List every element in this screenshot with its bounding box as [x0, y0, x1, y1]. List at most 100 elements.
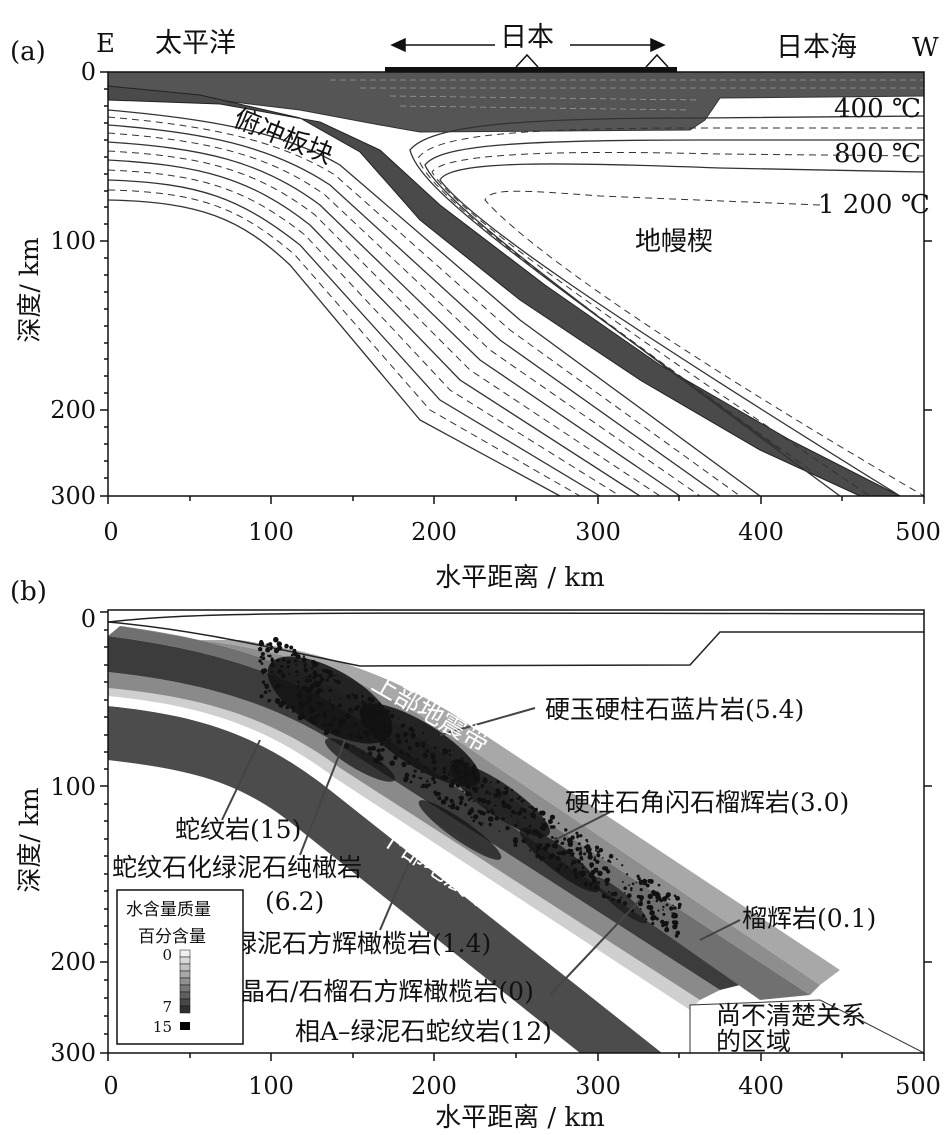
- earthquake-dot: [539, 855, 545, 861]
- earthquake-dot: [263, 683, 266, 687]
- earthquake-dot: [520, 799, 524, 803]
- earthquake-dot: [345, 713, 351, 719]
- earthquake-dot: [543, 857, 546, 860]
- earthquake-dot: [589, 862, 595, 868]
- earthquake-dot: [329, 723, 334, 727]
- panel-a: (a) E W 太平洋 日本 日本海 俯冲板块 地幔楔 400 ℃ 800 ℃ …: [10, 22, 941, 593]
- earthquake-dot: [523, 816, 527, 819]
- earthquake-dot: [485, 790, 489, 795]
- earthquake-dot: [397, 717, 400, 720]
- earthquake-dot: [543, 818, 546, 821]
- earthquake-dot: [368, 713, 375, 719]
- b-x-tick-500: 500: [895, 1072, 941, 1100]
- earthquake-dot: [484, 805, 487, 808]
- earthquake-dot: [596, 867, 598, 870]
- earthquake-dot: [441, 777, 444, 780]
- earthquake-dot: [601, 893, 607, 899]
- earthquake-dot: [267, 698, 272, 703]
- earthquake-dot: [273, 636, 279, 643]
- earthquake-dot: [609, 860, 612, 864]
- earthquake-dot: [357, 732, 360, 735]
- earthquake-dot: [638, 879, 644, 885]
- west-label: W: [912, 33, 939, 63]
- earthquake-dot: [550, 815, 554, 819]
- earthquake-dot: [494, 804, 497, 807]
- earthquake-dot: [498, 796, 501, 799]
- earthquake-dot: [672, 904, 674, 907]
- serp-chlorite-dunite-label: 蛇纹石化绿泥石纯橄岩: [112, 853, 362, 882]
- earthquake-dot: [472, 800, 475, 803]
- earthquake-dot: [447, 804, 450, 808]
- earthquake-dot: [476, 786, 479, 790]
- x-tick-400: 400: [738, 518, 784, 546]
- earthquake-dot: [565, 865, 568, 869]
- legend-color-bar: [179, 949, 191, 1030]
- y-tick-100: 100: [50, 227, 96, 255]
- earthquake-dot: [589, 887, 592, 890]
- earthquake-dot: [539, 810, 544, 815]
- chlorite-harzburgite-layer: [108, 688, 700, 1010]
- earthquake-dot: [646, 900, 651, 905]
- earthquake-dot: [656, 893, 661, 897]
- earthquake-dot: [292, 710, 295, 713]
- earthquake-dot: [493, 793, 499, 798]
- leader-lines: [221, 707, 741, 996]
- earthquake-dot: [286, 659, 291, 665]
- b-y-tick-100: 100: [50, 773, 96, 801]
- earthquake-dot: [464, 771, 469, 776]
- earthquake-dot: [287, 673, 290, 676]
- earthquake-dot: [585, 838, 589, 842]
- earthquake-dot: [466, 784, 471, 789]
- panel-a-plot-area: [108, 72, 924, 496]
- earthquake-dot: [396, 739, 402, 745]
- earthquake-dot: [572, 869, 578, 874]
- earthquake-dot: [304, 678, 310, 683]
- earthquake-dot: [388, 738, 392, 742]
- earthquake-dot: [442, 766, 447, 770]
- earthquake-dot: [459, 776, 464, 781]
- earthquake-dot: [340, 718, 347, 724]
- earthquake-dot: [407, 753, 410, 757]
- earthquake-dot: [334, 729, 339, 735]
- earthquake-dot: [616, 858, 618, 861]
- earthquake-dot: [258, 641, 265, 647]
- earthquake-dot: [518, 796, 522, 799]
- earthquake-dot: [312, 670, 318, 675]
- earthquake-dot: [532, 815, 536, 819]
- earthquake-dot: [293, 659, 298, 663]
- earthquake-dot: [328, 688, 333, 693]
- earthquake-dot: [326, 723, 331, 727]
- earthquake-dot: [268, 689, 272, 693]
- earthquake-dot: [498, 793, 502, 797]
- earthquake-dot: [608, 853, 614, 859]
- earthquake-dot: [370, 697, 375, 703]
- earthquake-dot: [368, 702, 372, 706]
- earthquake-dot: [535, 853, 541, 859]
- earthquake-dot: [404, 739, 409, 743]
- earthquake-dot: [448, 770, 451, 773]
- earthquake-dot: [665, 903, 669, 907]
- earthquake-dot: [303, 701, 309, 706]
- earthquake-dot: [489, 781, 492, 784]
- japan-arrow: [390, 37, 666, 53]
- earthquake-dot: [459, 795, 464, 801]
- earthquake-dot: [645, 918, 648, 921]
- earthquake-dot: [411, 729, 415, 733]
- earthquake-dot: [449, 761, 452, 764]
- earthquake-dot: [260, 662, 264, 665]
- y-tick-300: 300: [50, 482, 96, 510]
- earthquake-dot: [346, 694, 352, 700]
- earthquake-dot: [491, 811, 495, 815]
- earthquake-dot: [578, 852, 583, 856]
- earthquake-dot: [639, 895, 644, 901]
- earthquake-dot: [458, 759, 464, 765]
- earthquake-dot: [451, 802, 456, 808]
- earthquake-dot: [536, 843, 539, 846]
- earthquake-dot: [669, 906, 674, 911]
- earthquake-dot: [301, 657, 307, 663]
- earthquake-dot: [418, 777, 420, 779]
- earthquake-dot: [432, 766, 437, 772]
- earthquake-dot: [673, 894, 677, 898]
- earthquake-dot: [611, 898, 615, 902]
- earthquake-dot: [425, 739, 427, 742]
